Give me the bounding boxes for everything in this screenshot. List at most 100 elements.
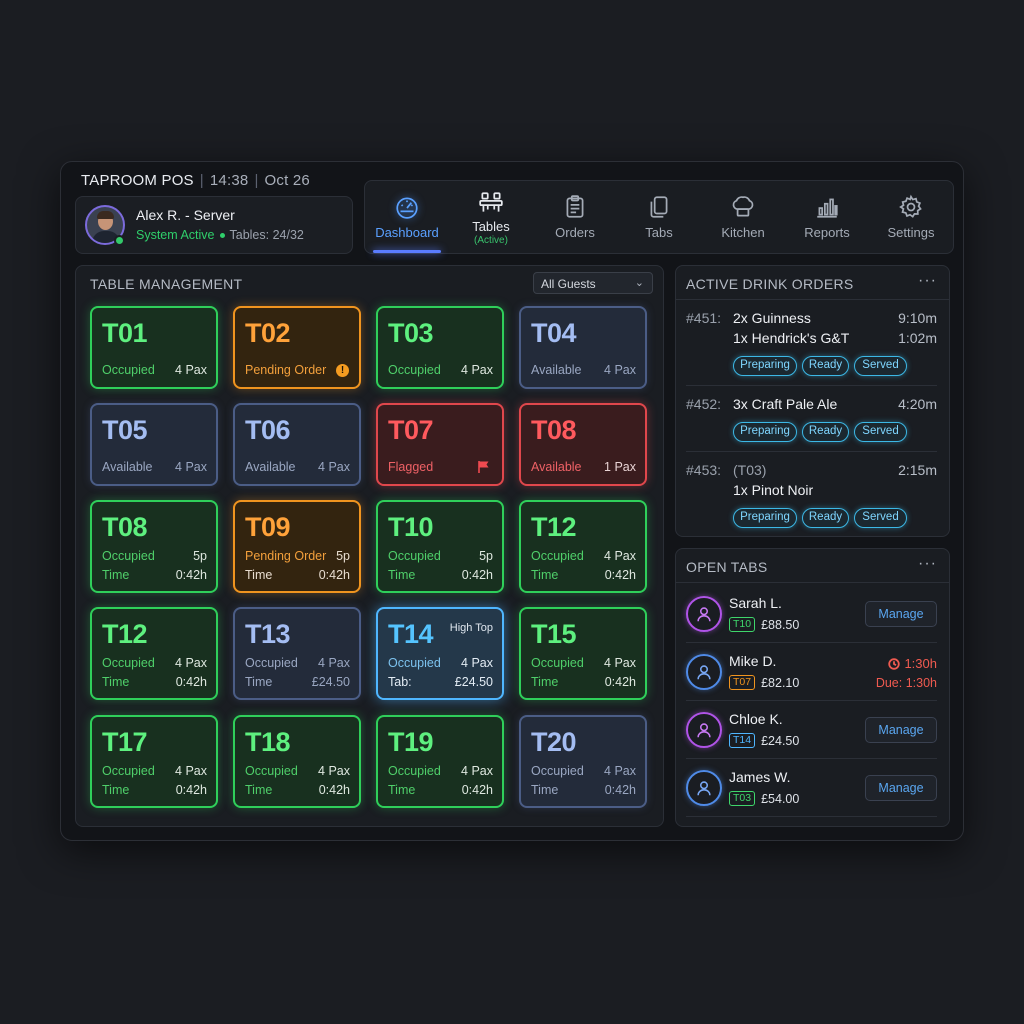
order-timer: 9:10m [898, 310, 937, 326]
table-tile-t20[interactable]: T20 Occupied 4 Pax Time 0:42h [519, 715, 647, 808]
table-label: Time [102, 675, 130, 689]
more-icon[interactable]: ··· [918, 272, 937, 289]
table-label: Time [531, 675, 559, 689]
person-icon [686, 770, 722, 806]
nav-settings[interactable]: Settings [869, 181, 953, 253]
nav-tabs[interactable]: Tabs [617, 181, 701, 253]
table-value: 0:42h [461, 783, 493, 797]
table-tile-t02[interactable]: T02 Pending Order! [233, 306, 361, 389]
table-tile-t19[interactable]: T19 Occupied 4 Pax Time 0:42h [376, 715, 504, 808]
clock-time: 14:38 [209, 172, 249, 189]
manage-button[interactable]: Manage [865, 601, 937, 627]
guest-filter-value: All Guests [541, 277, 596, 291]
table-tile-t01[interactable]: T01 Occupied 4 Pax [90, 306, 218, 389]
divider [686, 642, 937, 643]
table-tile-t18[interactable]: T18 Occupied 4 Pax Time 0:42h [233, 715, 361, 808]
status-chip-preparing[interactable]: Preparing [733, 508, 797, 528]
clipboard-icon [566, 195, 584, 218]
table-pax: 4 Pax [175, 363, 207, 377]
table-id: T13 [245, 619, 291, 649]
table-tile-t13[interactable]: T13 Occupied 4 Pax Time £24.50 [233, 607, 361, 700]
table-tile-t14[interactable]: T14 Occupied 4 Pax Tab: £24.50 High Top [376, 607, 504, 700]
person-icon [686, 712, 722, 748]
table-label: Time [245, 783, 273, 797]
table-tile-t03[interactable]: T03 Occupied 4 Pax [376, 306, 504, 389]
nav-orders[interactable]: Orders [533, 181, 617, 253]
nav-tables[interactable]: Tables (Active) [449, 181, 533, 253]
order-timer: 1:02m [898, 330, 937, 346]
status-chip-ready[interactable]: Ready [802, 422, 849, 442]
order-number: #453: [686, 462, 722, 478]
table-management-panel: TABLE MANAGEMENT All Guests ⌄ T01 Occupie… [75, 265, 664, 827]
table-tile-t07[interactable]: T07 Flagged [376, 403, 504, 486]
open-tab-row[interactable]: Sarah L. T10 £88.50 Manage [686, 585, 937, 643]
table-value: 0:42h [604, 568, 636, 582]
table-tag: T07 [729, 675, 756, 690]
more-icon[interactable]: ··· [918, 555, 937, 572]
table-tile-t12[interactable]: T12 Occupied 4 Pax Time 0:42h [90, 607, 218, 700]
nav-kitchen[interactable]: Kitchen [701, 181, 785, 253]
user-status: System Active Tables: 24/32 [136, 228, 304, 242]
table-id: T05 [102, 415, 148, 445]
status-dot [219, 232, 225, 238]
manage-button[interactable]: Manage [865, 717, 937, 743]
table-tile-t08[interactable]: T08 Occupied 5p Time 0:42h [90, 500, 218, 593]
status-chip-served[interactable]: Served [854, 508, 907, 528]
order-timer: 2:15m [898, 462, 937, 478]
status-chip-preparing[interactable]: Preparing [733, 422, 797, 442]
overdue-time: 1:30h [904, 656, 937, 671]
table-value: 0:42h [318, 568, 350, 582]
table-label: Time [531, 568, 559, 582]
app-title-bar: TAPROOM POS | 14:38 | Oct 26 [81, 172, 310, 189]
open-tab-row[interactable]: James W. T03 £54.00 Manage [686, 759, 937, 817]
status-chip-served[interactable]: Served [854, 356, 907, 376]
flag-icon [477, 460, 491, 479]
table-value: £24.50 [454, 675, 493, 689]
table-tile-t12[interactable]: T12 Occupied 4 Pax Time 0:42h [519, 500, 647, 593]
table-value: 0:42h [604, 675, 636, 689]
open-tab-row[interactable]: Chloe K. T14 £24.50 Manage [686, 701, 937, 759]
manage-button[interactable]: Manage [865, 775, 937, 801]
table-tag: T10 [729, 617, 756, 632]
nav-dashboard-label: Dashboard [375, 225, 439, 240]
table-tile-t17[interactable]: T17 Occupied 4 Pax Time 0:42h [90, 715, 218, 808]
due-time: Due: 1:30h [875, 676, 937, 690]
table-tile-t08[interactable]: T08 Available 1 Pax [519, 403, 647, 486]
tab-customer-name: Chloe K. [729, 711, 783, 727]
nav-settings-label: Settings [887, 225, 935, 240]
table-tile-t05[interactable]: T05 Available 4 Pax [90, 403, 218, 486]
order-line: 2x Guinness [733, 310, 811, 326]
table-status: Available [531, 460, 582, 474]
table-label: Time [531, 783, 559, 797]
app-title: TAPROOM POS [81, 172, 194, 189]
table-tile-t09[interactable]: T09 Pending Order 5p Time 0:42h [233, 500, 361, 593]
table-label: Time [245, 568, 273, 582]
table-tile-t04[interactable]: T04 Available 4 Pax [519, 306, 647, 389]
status-chip-ready[interactable]: Ready [802, 356, 849, 376]
table-value: 0:42h [175, 568, 207, 582]
table-tile-t15[interactable]: T15 Occupied 4 Pax Time 0:42h [519, 607, 647, 700]
status-chip-served[interactable]: Served [854, 422, 907, 442]
table-status: Occupied [102, 764, 155, 778]
status-chip-preparing[interactable]: Preparing [733, 356, 797, 376]
divider [686, 385, 937, 386]
nav-reports[interactable]: Reports [785, 181, 869, 253]
open-tab-row[interactable]: Mike D. T07 £82.10 1:30h Due: 1:30h [686, 643, 937, 701]
nav-dashboard[interactable]: Dashboard [365, 181, 449, 253]
online-status-dot [114, 235, 125, 246]
order-number: #452: [686, 396, 722, 412]
user-card[interactable]: Alex R. - Server System Active Tables: 2… [75, 196, 353, 254]
nav-tables-sub: (Active) [474, 235, 508, 246]
active-drink-orders-panel: ACTIVE DRINK ORDERS ··· #451: 2x Guinness… [675, 265, 950, 537]
tab-amount: £88.50 [761, 617, 800, 632]
clock-icon [888, 657, 901, 670]
table-id: T08 [531, 415, 577, 445]
gear-icon [899, 194, 922, 218]
table-status: Available [102, 460, 153, 474]
table-tile-t10[interactable]: T10 Occupied 5p Time 0:42h [376, 500, 504, 593]
status-chip-ready[interactable]: Ready [802, 508, 849, 528]
table-tile-t06[interactable]: T06 Available 4 Pax [233, 403, 361, 486]
guest-filter-select[interactable]: All Guests ⌄ [533, 272, 653, 294]
divider [686, 700, 937, 701]
nav-tabs-label: Tabs [645, 225, 673, 240]
